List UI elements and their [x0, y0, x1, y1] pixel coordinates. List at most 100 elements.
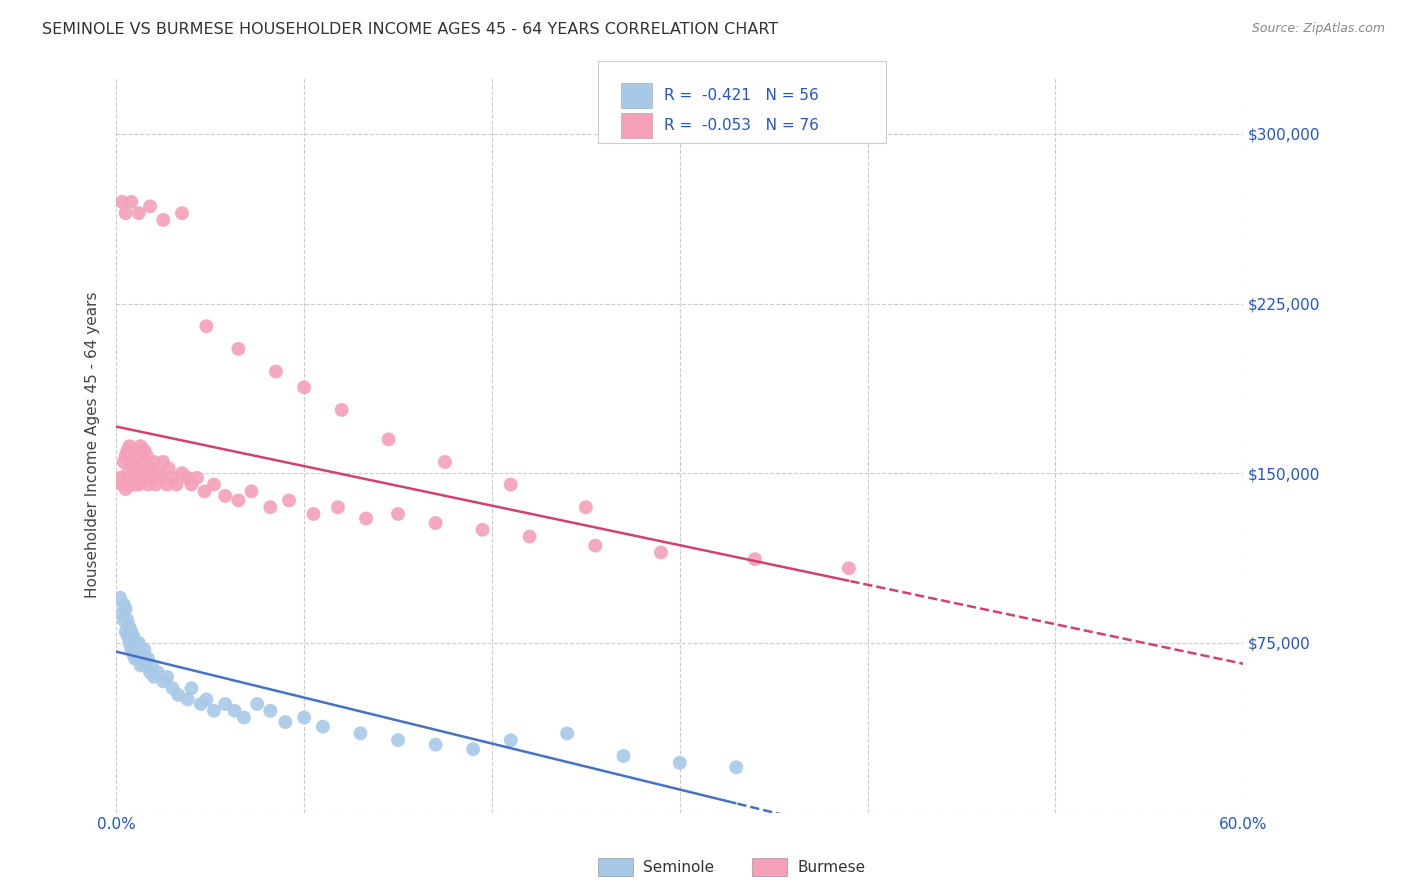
Point [387, 733, 409, 747]
Point [118, 471, 141, 485]
Point [141, 471, 163, 485]
Point [349, 726, 371, 740]
Point [170, 467, 193, 481]
Text: Burmese: Burmese [797, 860, 865, 874]
Point [142, 670, 165, 684]
Point [135, 471, 157, 485]
Point [264, 364, 287, 378]
Point [292, 380, 315, 394]
Point [125, 647, 148, 661]
Point [125, 471, 148, 485]
Point [519, 530, 541, 544]
Point [156, 477, 179, 491]
Point [186, 471, 208, 485]
Point [150, 471, 173, 485]
Point [142, 455, 165, 469]
Point [146, 467, 169, 481]
Point [499, 477, 522, 491]
Point [129, 658, 152, 673]
Point [120, 194, 142, 209]
Point [377, 433, 399, 447]
Point [111, 607, 134, 621]
Point [122, 647, 145, 661]
Point [120, 477, 142, 491]
Point [139, 461, 162, 475]
Point [202, 704, 225, 718]
Text: Source: ZipAtlas.com: Source: ZipAtlas.com [1251, 22, 1385, 36]
Point [838, 561, 860, 575]
Point [180, 681, 202, 695]
Point [259, 500, 281, 515]
Point [120, 624, 142, 639]
Point [190, 697, 212, 711]
Point [128, 461, 150, 475]
Text: Seminole: Seminole [643, 860, 714, 874]
Point [152, 455, 174, 469]
Point [195, 692, 218, 706]
Point [129, 439, 152, 453]
Point [122, 629, 145, 643]
Point [108, 471, 131, 485]
Point [139, 199, 162, 213]
Point [125, 448, 148, 462]
Point [583, 539, 606, 553]
Point [165, 477, 187, 491]
Point [128, 651, 150, 665]
Point [134, 467, 156, 481]
Point [114, 448, 136, 462]
Point [128, 636, 150, 650]
Text: SEMINOLE VS BURMESE HOUSEHOLDER INCOME AGES 45 - 64 YEARS CORRELATION CHART: SEMINOLE VS BURMESE HOUSEHOLDER INCOME A… [42, 22, 779, 37]
Point [425, 738, 447, 752]
Point [162, 471, 184, 485]
Point [114, 206, 136, 220]
Point [259, 704, 281, 718]
Point [167, 688, 190, 702]
Point [274, 714, 297, 729]
Point [128, 477, 150, 491]
Text: R =  -0.053   N = 76: R = -0.053 N = 76 [664, 118, 818, 133]
Point [145, 477, 167, 491]
Point [278, 493, 301, 508]
Point [650, 545, 672, 559]
Point [131, 455, 153, 469]
Point [669, 756, 692, 770]
Point [312, 720, 335, 734]
Point [117, 443, 139, 458]
Point [129, 471, 152, 485]
Point [157, 461, 180, 475]
Point [124, 651, 146, 665]
Point [330, 403, 353, 417]
Point [725, 760, 748, 774]
Point [122, 467, 145, 481]
Point [180, 477, 202, 491]
Point [195, 319, 218, 334]
Point [141, 658, 163, 673]
Point [124, 477, 146, 491]
Point [214, 697, 236, 711]
Point [134, 642, 156, 657]
Point [193, 484, 215, 499]
Point [471, 523, 494, 537]
Point [170, 206, 193, 220]
Point [111, 194, 134, 209]
Point [139, 665, 162, 680]
Point [117, 467, 139, 481]
Point [176, 471, 198, 485]
Text: R =  -0.421   N = 56: R = -0.421 N = 56 [664, 88, 818, 103]
Point [240, 484, 263, 499]
Point [575, 500, 598, 515]
Point [228, 493, 250, 508]
Point [292, 710, 315, 724]
Point [112, 455, 135, 469]
Point [246, 697, 269, 711]
Point [118, 636, 141, 650]
Point [120, 455, 142, 469]
Point [463, 742, 485, 756]
Point [114, 624, 136, 639]
Point [117, 613, 139, 627]
Point [555, 726, 578, 740]
Point [176, 692, 198, 706]
Point [136, 477, 159, 491]
Point [117, 629, 139, 643]
Point [135, 448, 157, 462]
